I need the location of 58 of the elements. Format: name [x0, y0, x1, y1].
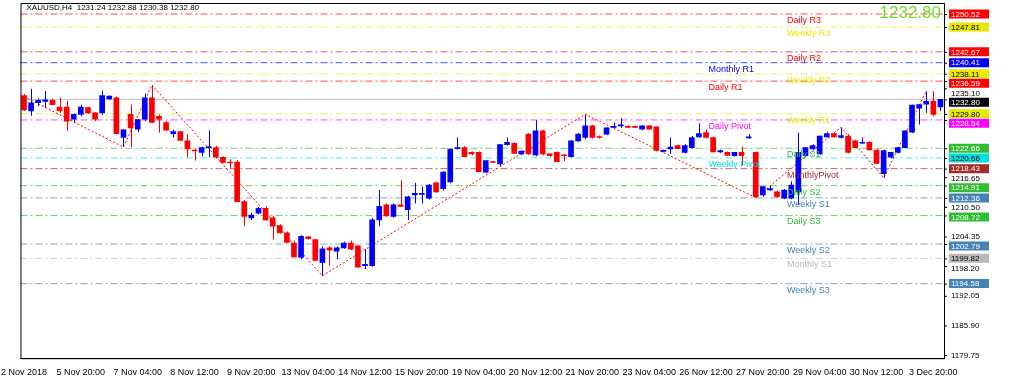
x-tick-label: 30 Nov 12:00: [849, 367, 904, 378]
x-tick-label: 27 Nov 20:00: [736, 367, 790, 378]
y-tick-label: 1240.41: [951, 58, 981, 68]
chart-title: XAUUSD,H4 1231.24 1232.88 1230.38 1232.80: [26, 3, 200, 13]
y-tick-label: 1204.35: [951, 232, 981, 242]
y-tick-label: 1222.66: [951, 143, 981, 153]
ref-line-label: Daily R1: [708, 82, 743, 93]
y-tick-label: 1236.59: [951, 79, 981, 88]
ref-line-label: Weekly R1: [787, 114, 831, 125]
ref-line-label: Daily R3: [787, 14, 822, 25]
y-tick-label: 1179.75: [951, 350, 980, 360]
x-tick-label: 15 Nov 20:00: [395, 367, 449, 378]
ref-line-label: Weekly S3: [787, 284, 830, 295]
y-tick-label: 1214.91: [951, 183, 981, 193]
x-tick-label: 23 Nov 04:00: [622, 367, 676, 378]
y-tick-label: 1185.90: [951, 321, 980, 331]
x-tick-label: 7 Nov 04:00: [113, 367, 162, 378]
y-tick-label: 1235.10: [951, 88, 981, 98]
y-tick-label: 1208.72: [951, 212, 981, 222]
y-tick-label: 1242.67: [951, 47, 981, 57]
ref-line-label: Monthly R1: [708, 63, 755, 74]
ref-line-label: Monthly S1: [787, 259, 833, 270]
ref-line-label: Weekly R3: [787, 28, 831, 39]
ref-line-label: Daily S3: [787, 216, 821, 227]
y-tick-label: 1212.36: [951, 193, 981, 203]
y-tick-label: 1229.80: [951, 109, 981, 119]
x-tick-label: 29 Nov 04:00: [792, 367, 847, 378]
ref-line-label: Weekly R2: [787, 74, 831, 85]
y-tick-label: 1194.58: [951, 279, 980, 289]
y-tick-label: 1250.52: [951, 9, 981, 19]
x-tick-label: 21 Nov 20:00: [565, 367, 620, 378]
x-tick-label: 3 Dec 20:00: [909, 367, 958, 378]
ref-line-label: Weekly S2: [787, 245, 830, 256]
x-tick-label: 14 Nov 12:00: [338, 367, 392, 378]
x-tick-label: 20 Nov 12:00: [508, 367, 563, 378]
x-tick-label: 9 Nov 20:00: [227, 367, 276, 378]
ref-line-label: Daily Pivot: [708, 120, 752, 131]
x-tick-label: 5 Nov 20:00: [56, 367, 106, 378]
y-tick-label: 1247.81: [951, 22, 981, 32]
y-tick-label: 1218.43: [951, 164, 981, 174]
y-tick-label: 1198.20: [951, 263, 980, 273]
y-tick-label: 1210.50: [951, 203, 981, 213]
y-tick-label: 1220.66: [951, 153, 981, 163]
y-tick-label: 1232.80: [951, 98, 981, 107]
annotation: 1232.80: [879, 3, 941, 23]
y-tick-label: 1192.05: [951, 291, 980, 301]
ref-line-label: Weekly S1: [787, 198, 830, 209]
y-tick-label: 1228.54: [951, 119, 981, 129]
x-tick-label: 26 Nov 12:00: [679, 367, 733, 378]
x-tick-label: 19 Nov 04:00: [451, 367, 506, 378]
y-tick-label: 1238.11: [951, 69, 980, 79]
x-tick-label: 8 Nov 12:00: [170, 367, 219, 378]
ref-line-label: Daily R2: [787, 52, 822, 63]
y-tick-label: 1199.82: [951, 254, 980, 264]
x-tick-label: 2 Nov 2018: [1, 367, 48, 378]
x-tick-label: 13 Nov 04:00: [281, 367, 335, 378]
y-tick-label: 1202.79: [951, 241, 981, 251]
y-tick-label: 1216.65: [951, 173, 981, 183]
